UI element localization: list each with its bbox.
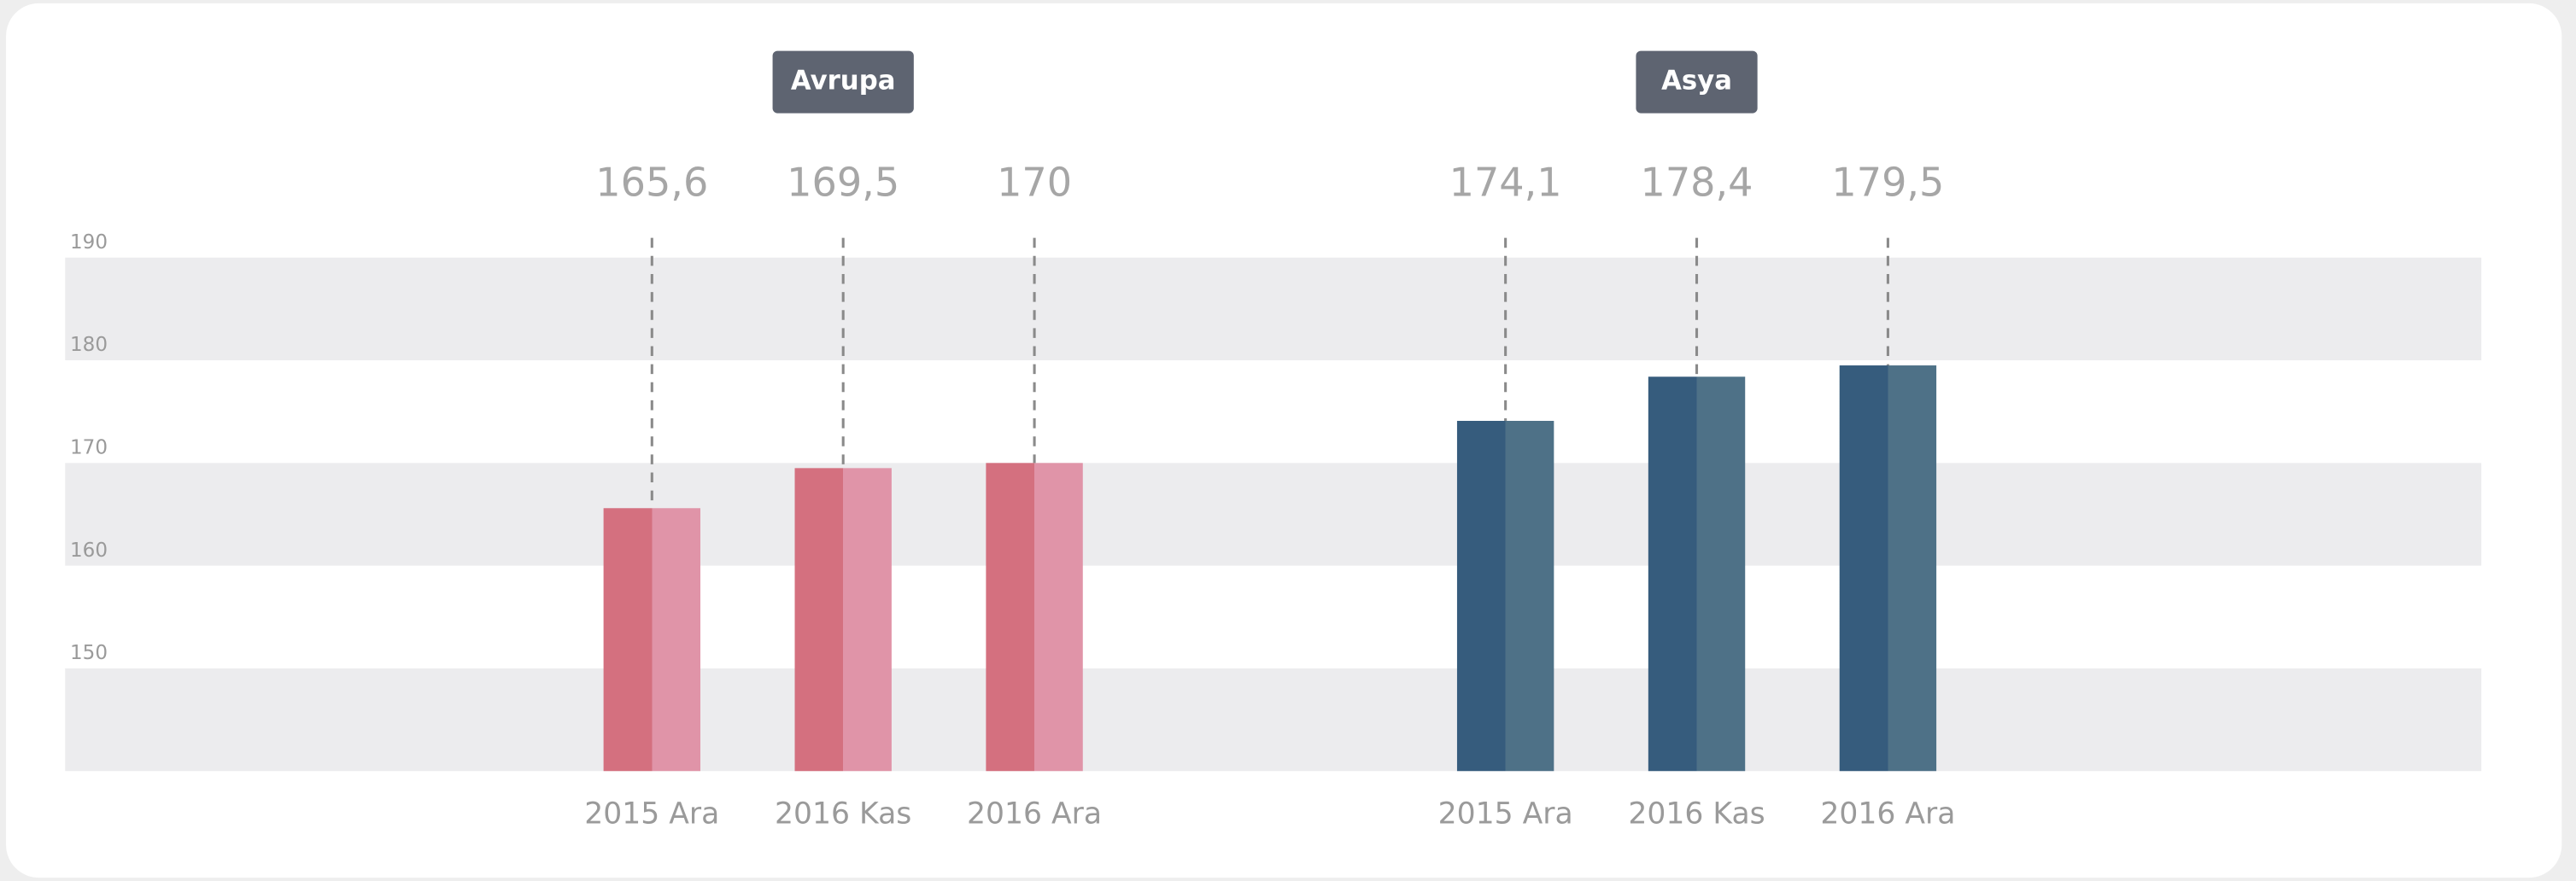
y-tick-label: 180 [70,334,108,356]
group-header [772,50,914,114]
y-tick-label: 190 [70,231,108,254]
bar [1839,365,1937,772]
bar [603,508,700,772]
value-label: 170 [997,160,1072,206]
bar [794,468,892,772]
group-header [1636,50,1758,114]
value-label: 179,5 [1831,160,1944,206]
grid-band [65,257,2482,361]
y-tick-label: 150 [70,642,108,664]
x-tick-label: 2015 Ara [584,797,719,831]
value-label: 165,6 [595,160,708,206]
grid-band [65,668,2482,772]
x-tick-label: 2016 Kas [1628,797,1765,831]
value-label: 178,4 [1641,160,1753,206]
x-tick-label: 2016 Ara [967,797,1102,831]
bar [1456,421,1554,772]
grid-band [65,463,2482,566]
y-tick-label: 160 [70,540,108,562]
y-tick-label: 170 [70,437,108,459]
value-label: 169,5 [787,160,899,206]
group-title: Asya [1661,66,1732,96]
value-label: 174,1 [1449,160,1562,206]
x-tick-label: 2016 Ara [1820,797,1955,831]
bar [1648,376,1746,772]
bar [986,463,1083,772]
x-tick-label: 2015 Ara [1438,797,1573,831]
x-tick-label: 2016 Kas [775,797,911,831]
group-title: Avrupa [791,66,896,96]
